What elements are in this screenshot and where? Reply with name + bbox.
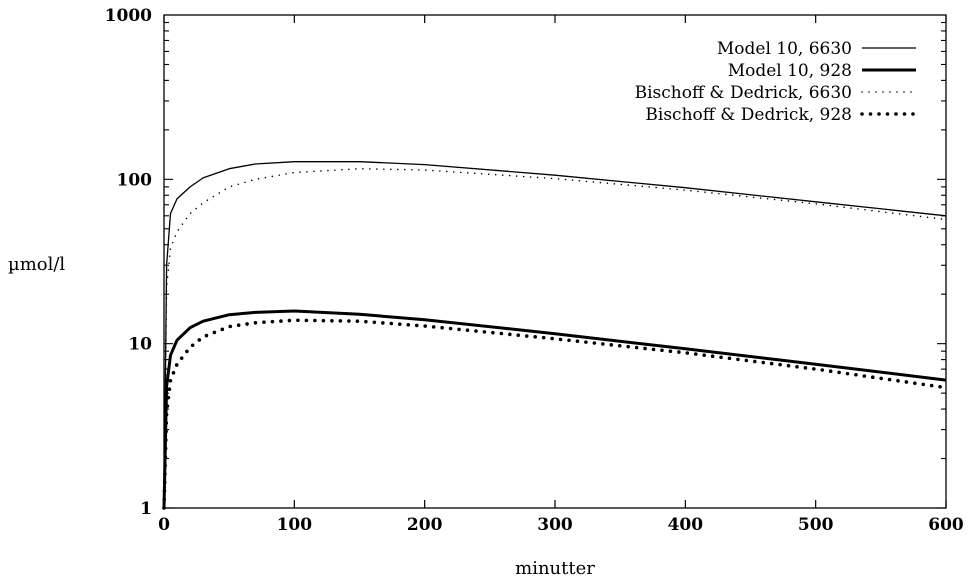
- x-tick-label: 200: [407, 515, 443, 535]
- series-line-1: [163, 161, 947, 509]
- x-tick-label: 100: [277, 515, 313, 535]
- y-axis-title: µmol/l: [8, 254, 65, 275]
- series-line-4: [162, 318, 948, 510]
- series-line-2: [162, 309, 947, 509]
- y-tick-label: 100: [117, 170, 153, 190]
- legend-label: Model 10, 928: [728, 61, 852, 81]
- series-layer: [162, 161, 948, 510]
- legend-label: Model 10, 6630: [717, 39, 852, 59]
- series-line-3: [163, 167, 947, 509]
- x-tick-label: 500: [798, 515, 834, 535]
- y-tick-label: 1: [140, 499, 152, 519]
- y-tick-label: 10: [128, 335, 152, 355]
- legend-label: Bischoff & Dedrick, 928: [645, 105, 852, 125]
- x-tick-label: 400: [668, 515, 704, 535]
- x-tick-label: 0: [158, 515, 170, 535]
- x-axis: 0 100 200 300 400 500 600: [158, 15, 964, 535]
- x-tick-label: 300: [537, 515, 573, 535]
- y-tick-label: 1000: [105, 6, 152, 26]
- legend-label: Bischoff & Dedrick, 6630: [635, 83, 852, 103]
- x-tick-label: 600: [928, 515, 964, 535]
- y-axis: 1 10 100 1000: [105, 6, 946, 519]
- x-axis-title: minutter: [515, 558, 595, 579]
